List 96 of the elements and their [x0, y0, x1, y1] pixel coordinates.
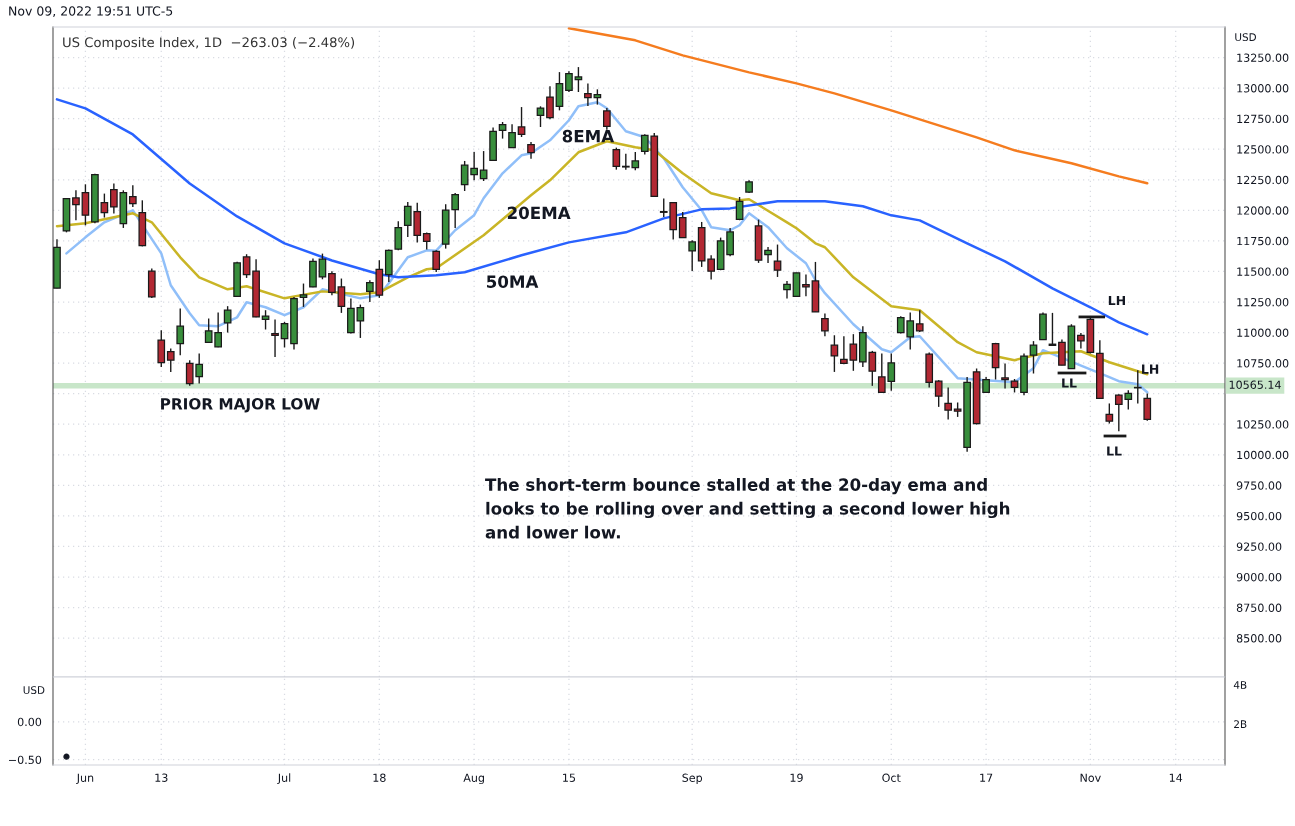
y-tick-label: 11250.00: [1237, 297, 1289, 307]
y-tick-label: 10000.00: [1237, 450, 1289, 460]
x-tick-label: Oct: [882, 773, 901, 782]
text: Nov 09, 2022 19:51 UTC-5: [9, 6, 173, 17]
annotation: LH: [1108, 295, 1125, 306]
candlestick: [574, 66, 583, 93]
candlestick: [100, 192, 109, 219]
candlestick: [934, 379, 943, 408]
y-tick-label: 13250.00: [1237, 53, 1289, 62]
candlestick: [517, 106, 526, 138]
x-tick-label: Jun: [76, 773, 94, 784]
candlestick: [337, 277, 346, 314]
x-tick-label: Sep: [682, 773, 703, 785]
candlestick: [991, 342, 1000, 381]
ref-line-label: 10565.14: [1229, 380, 1281, 389]
candlestick: [764, 246, 772, 264]
candlestick: [1105, 402, 1114, 425]
candlestick: [72, 189, 80, 221]
line-series: [55, 98, 1149, 336]
y-axis-title: USD: [1235, 33, 1257, 42]
y2-tick-label: 4B: [1233, 681, 1247, 689]
candlestick: [176, 307, 185, 356]
y-tick-label: 12250.00: [1237, 175, 1289, 185]
series-label: 50MA: [487, 275, 539, 288]
series-label: 20EMA: [507, 206, 571, 220]
annotation: PRIOR MAJOR LOW: [161, 398, 320, 413]
candlestick: [508, 123, 516, 149]
candlestick: [783, 280, 791, 300]
y-axis-title: USD: [23, 686, 45, 695]
y-tick-label: 9750.00: [1236, 481, 1282, 490]
y2-tick-label: 2B: [1234, 720, 1247, 728]
candlestick: [157, 329, 166, 368]
candlestick: [792, 271, 801, 298]
y-tick-label: −0.50: [9, 755, 42, 765]
x-tick-label: Jul: [277, 773, 291, 784]
candlestick: [688, 239, 697, 272]
y-tick-label: 11000.00: [1237, 328, 1289, 337]
text: US Composite Index, 1D −263.03 (−2.48%): [63, 37, 355, 50]
candlestick: [773, 243, 782, 278]
y-tick-label: 11500.00: [1237, 267, 1289, 276]
candlestick: [1001, 362, 1009, 390]
candlestick: [821, 312, 829, 337]
candlestick: [128, 184, 137, 208]
x-tick-label: Nov: [1080, 773, 1101, 782]
y-tick-label: 8750.00: [1236, 603, 1282, 612]
x-tick-label: 14: [1169, 773, 1183, 782]
candlestick: [584, 82, 592, 107]
candlestick: [830, 334, 839, 373]
y-tick-label: 8500.00: [1236, 634, 1282, 643]
candlestick: [166, 347, 175, 373]
candlestick: [242, 253, 251, 279]
annotation: LH: [1142, 364, 1159, 374]
candlestick: [223, 305, 232, 334]
annotation: The short-term bounce stalled at the 20-day ema and looks to be rolling over and setting a second lower high and lower low.: [485, 478, 1010, 539]
series-label: 8EMA: [562, 129, 615, 143]
candlestick: [536, 105, 545, 128]
candlestick: [1143, 392, 1152, 422]
x-tick-label: 15: [563, 773, 576, 782]
candlestick: [81, 183, 90, 227]
candlestick: [271, 318, 279, 358]
candlestick: [299, 282, 308, 308]
candlestick: [944, 386, 953, 421]
y-tick-label: 9000.00: [1236, 572, 1282, 582]
candlestick: [328, 270, 336, 296]
y-tick-label: 9500.00: [1236, 511, 1282, 521]
candlestick: [603, 107, 611, 131]
y-tick-label: 9250.00: [1236, 542, 1282, 551]
y-tick-label: 11750.00: [1237, 236, 1289, 246]
candlestick: [432, 249, 441, 273]
y-tick-label: 0.00: [17, 717, 42, 727]
x-tick-label: 19: [790, 773, 803, 782]
candlestick: [915, 309, 924, 333]
candlestick: [565, 70, 573, 93]
annotation: LL: [1062, 378, 1077, 388]
y-tick-label: 13000.00: [1237, 84, 1289, 93]
y-tick-label: 12500.00: [1237, 145, 1289, 154]
x-tick-label: Aug: [463, 773, 484, 785]
y-tick-label: 12750.00: [1237, 114, 1289, 124]
y-tick-label: 10750.00: [1237, 359, 1289, 368]
candlestick: [451, 192, 460, 229]
x-tick-label: 13: [155, 773, 168, 782]
annotation: LL: [1107, 446, 1122, 456]
candlestick: [612, 146, 621, 171]
candlestick: [280, 321, 289, 349]
candlestick: [394, 220, 403, 252]
y-tick-label: 12000.00: [1237, 206, 1289, 215]
y-tick-label: 10250.00: [1237, 420, 1289, 429]
candlestick: [318, 252, 327, 280]
candlestick: [1029, 340, 1038, 375]
x-tick-label: 18: [373, 773, 386, 782]
candlestick: [546, 85, 554, 120]
candlestick: [802, 273, 810, 297]
candlestick: [678, 211, 687, 239]
x-tick-label: 17: [980, 773, 993, 782]
candlestick: [1058, 338, 1066, 366]
candlestick: [555, 71, 564, 112]
